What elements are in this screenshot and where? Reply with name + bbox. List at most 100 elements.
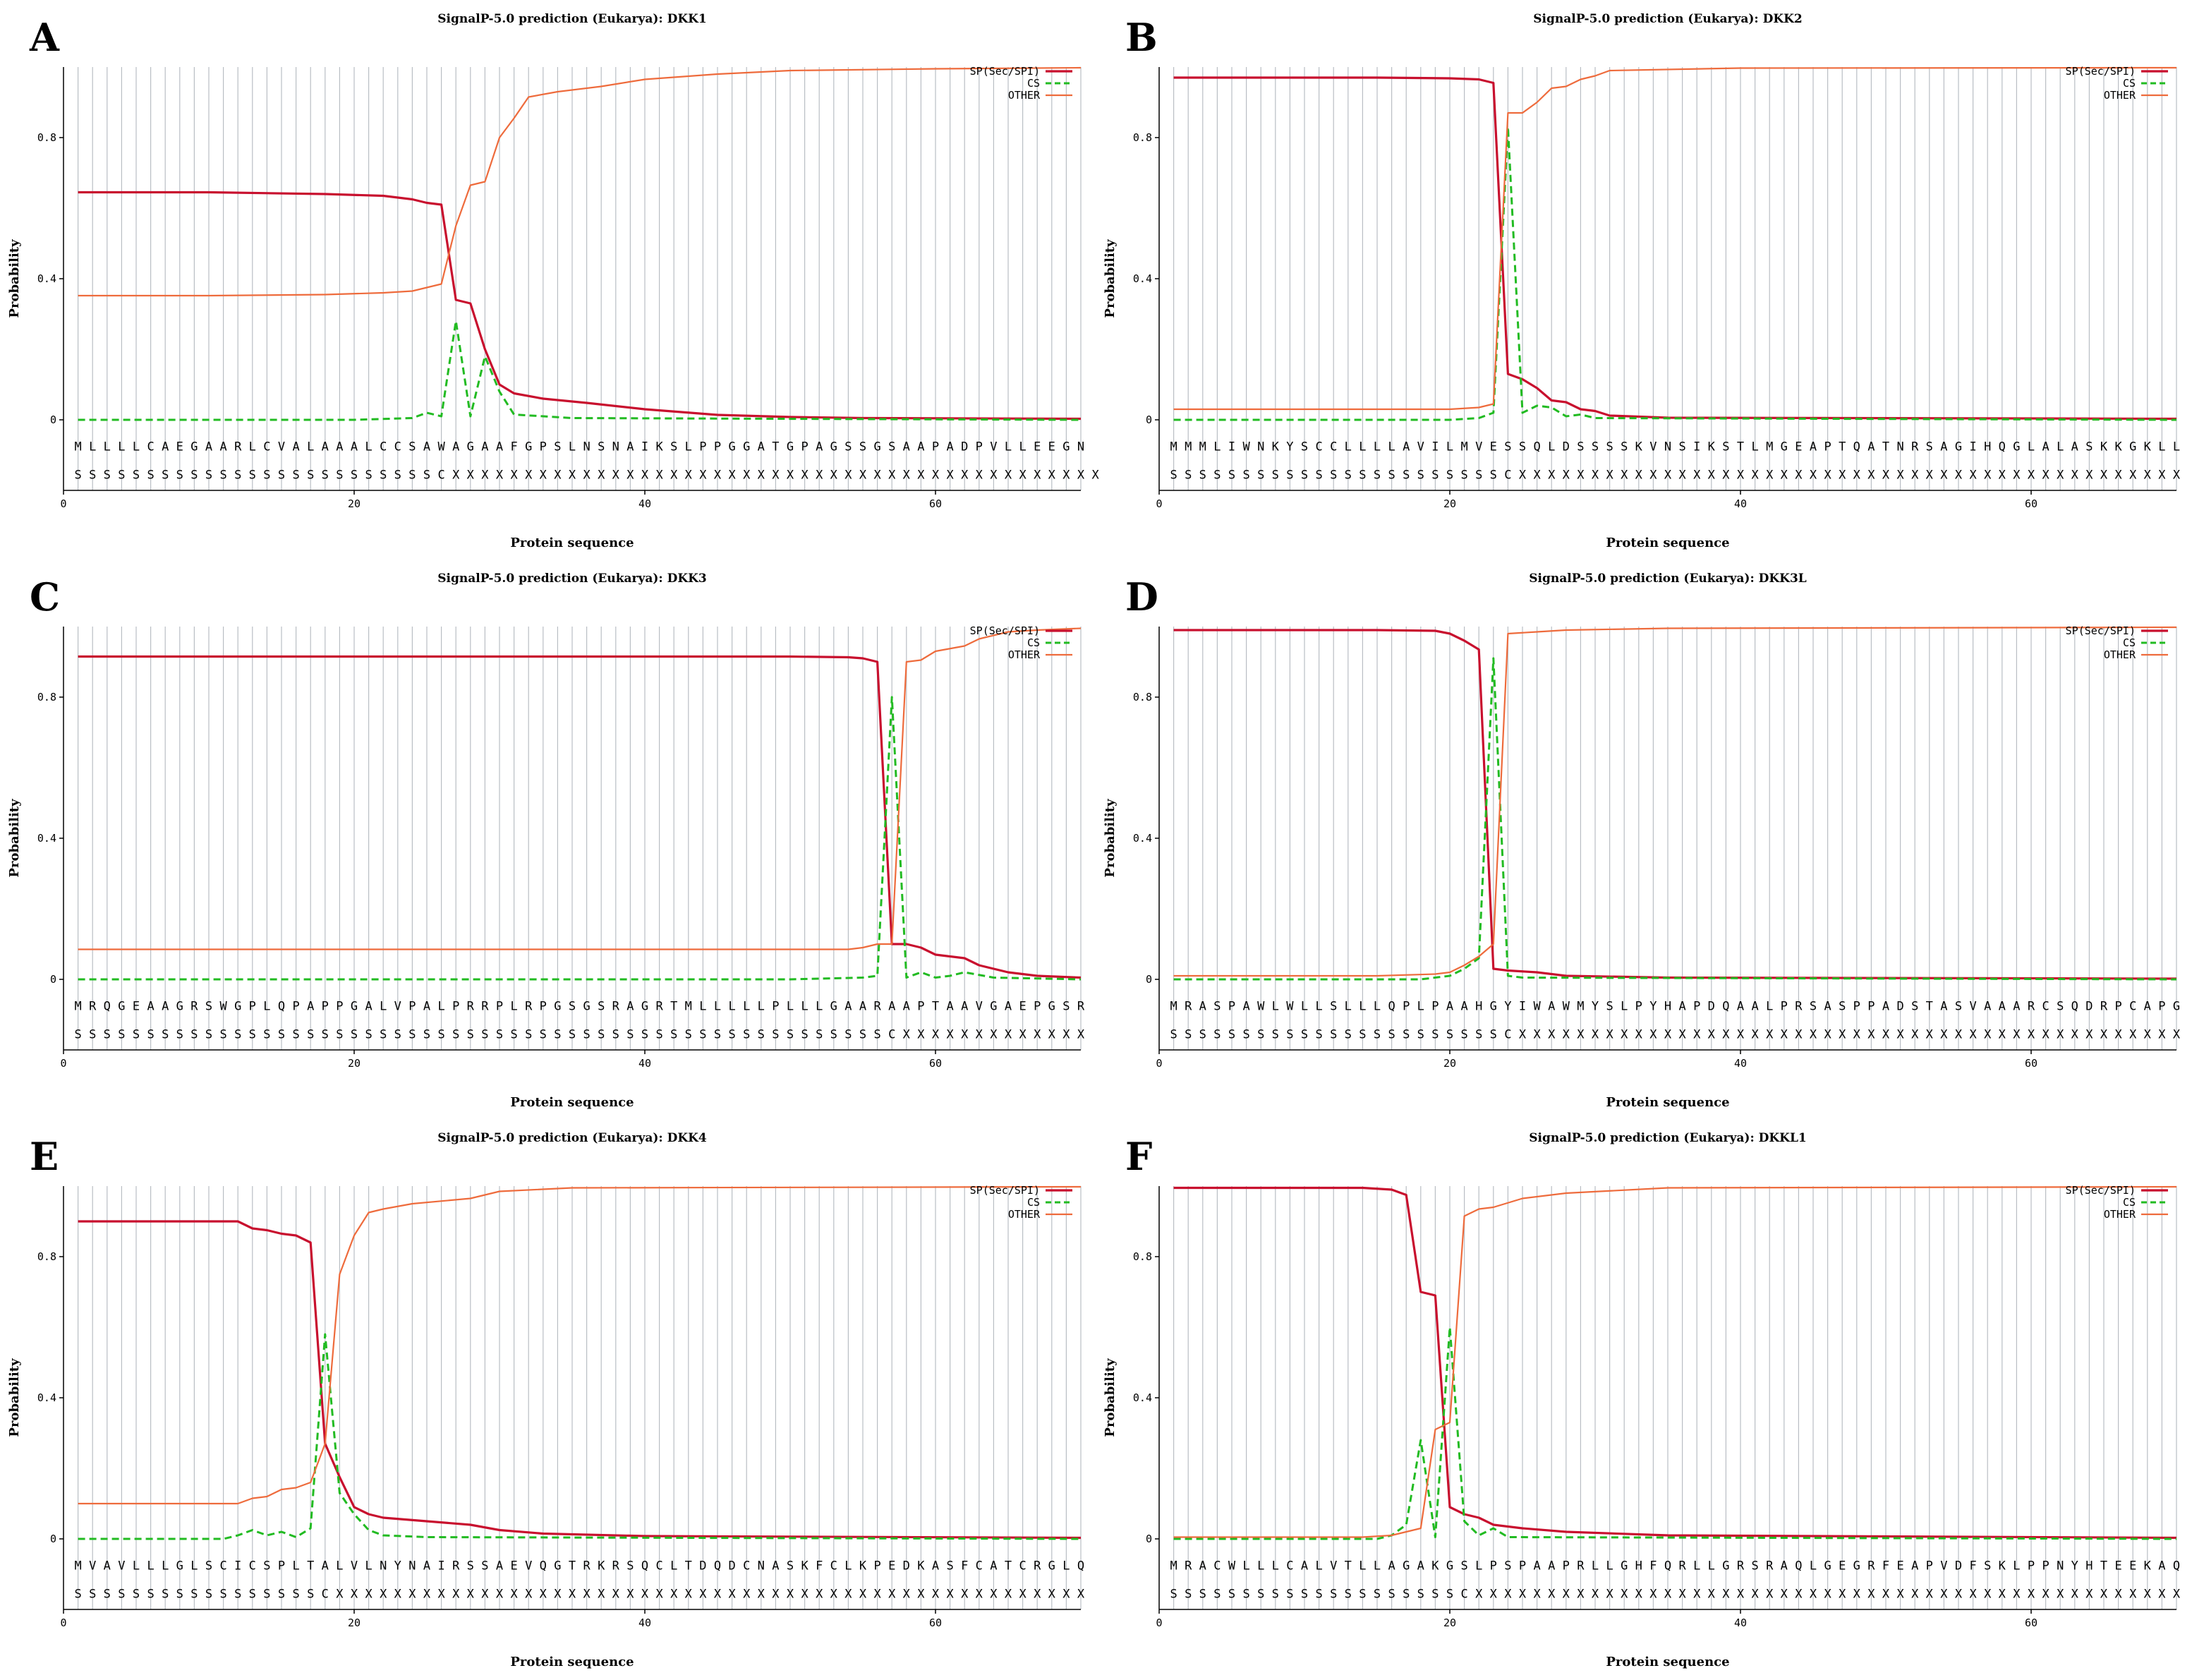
annotation-letter: X xyxy=(612,1588,620,1602)
residue-letter: M xyxy=(1577,1000,1584,1014)
annotation-letter: X xyxy=(1940,1588,1948,1602)
annotation-letter: S xyxy=(1345,469,1352,483)
residue-letter: R xyxy=(525,1000,533,1014)
residue-letter: G xyxy=(873,440,880,454)
annotation-letter: S xyxy=(1475,469,1482,483)
residue-letter: C xyxy=(1213,1559,1221,1573)
residue-letter: S xyxy=(1519,440,1526,454)
residue-letter: R xyxy=(1077,1000,1085,1014)
annotation-letter: X xyxy=(1882,1588,1890,1602)
panel-label: B xyxy=(1125,15,1158,60)
residue-letter: P xyxy=(801,440,808,454)
residue-letter: I xyxy=(1969,440,1976,454)
legend-label: OTHER xyxy=(1008,89,1041,102)
annotation-letter: S xyxy=(1388,469,1395,483)
y-axis-label: Probability xyxy=(1103,239,1118,318)
position-gridlines xyxy=(1173,67,2177,490)
residue-letter: K xyxy=(1708,440,1716,454)
annotation-letter: S xyxy=(1431,1588,1439,1602)
annotation-letter: X xyxy=(1810,1028,1817,1042)
y-tick-label: 0 xyxy=(1146,413,1152,426)
annotation-letter: X xyxy=(844,469,852,483)
residue-letter: S xyxy=(598,1000,605,1014)
residue-letter: T xyxy=(670,1000,677,1014)
annotation-letter: X xyxy=(2144,1588,2152,1602)
residue-letter: E xyxy=(1795,440,1802,454)
x-tick-label: 40 xyxy=(638,1616,651,1629)
residue-letter: A xyxy=(1446,1000,1453,1014)
annotation-letter: S xyxy=(365,1028,372,1042)
residue-letter: Q xyxy=(2071,1000,2078,1014)
residue-letter: S xyxy=(1751,1559,1758,1573)
residue-letter: T xyxy=(1737,440,1744,454)
residue-letter: E xyxy=(1490,440,1497,454)
residue-letter: L xyxy=(1417,1000,1424,1014)
residue-letter: M xyxy=(1766,440,1773,454)
annotation-letter: X xyxy=(1867,1588,1875,1602)
residue-letter: L xyxy=(1548,440,1555,454)
annotation-letter: X xyxy=(1664,1028,1672,1042)
annotation-letter: S xyxy=(249,1588,256,1602)
y-tick-label: 0.8 xyxy=(1133,1250,1152,1263)
annotation-letter: S xyxy=(626,1028,634,1042)
residue-letter: A xyxy=(322,1559,329,1573)
residue-letter: T xyxy=(1839,440,1846,454)
residue-letter: P xyxy=(1824,440,1831,454)
annotation-letter: S xyxy=(437,1028,444,1042)
residue-letter: S xyxy=(1606,1000,1613,1014)
annotation-letter: X xyxy=(2057,1588,2064,1602)
annotation-letter: S xyxy=(205,469,212,483)
annotation-letter: S xyxy=(1301,1588,1308,1602)
annotation-letter: X xyxy=(1882,469,1890,483)
residue-letter: K xyxy=(801,1559,809,1573)
annotation-letter: S xyxy=(307,1588,314,1602)
annotation-letter: X xyxy=(1766,1588,1774,1602)
residue-letter: A xyxy=(1199,1000,1206,1014)
annotation-letter: S xyxy=(205,1028,212,1042)
legend-label: SP(Sec/SPI) xyxy=(2066,65,2136,78)
residue-letter: L xyxy=(1810,1559,1817,1573)
annotation-letter: X xyxy=(598,1588,605,1602)
residue-letter: E xyxy=(133,1000,140,1014)
x-tick-label: 60 xyxy=(929,1057,942,1070)
series-line-sp-sec-spi xyxy=(1173,76,2177,421)
residue-letter: G xyxy=(1824,1559,1831,1573)
residue-letter: V xyxy=(118,1559,125,1573)
annotation-letter: S xyxy=(772,1028,779,1042)
legend-label: OTHER xyxy=(2104,89,2136,102)
annotation-letter: X xyxy=(1548,1028,1556,1042)
residue-letter: P xyxy=(249,1000,256,1014)
annotation-letter: X xyxy=(1592,1588,1599,1602)
annotation-letter: X xyxy=(801,469,809,483)
legend-label: SP(Sec/SPI) xyxy=(2066,1184,2136,1197)
residue-letter: S xyxy=(205,1000,212,1014)
annotation-letter: S xyxy=(1228,1028,1235,1042)
residue-letter: G xyxy=(2129,440,2136,454)
annotation-letter: S xyxy=(1272,469,1279,483)
series-line-cs xyxy=(1173,1326,2177,1540)
residue-letter: L xyxy=(292,1559,299,1573)
annotation-letter: X xyxy=(976,1028,983,1042)
annotation-letter: S xyxy=(104,1588,111,1602)
residue-letter: K xyxy=(2100,440,2108,454)
annotation-letter: X xyxy=(2071,1028,2079,1042)
x-tick-label: 20 xyxy=(1443,1616,1456,1629)
legend-label: OTHER xyxy=(1008,1208,1041,1221)
annotation-letter: S xyxy=(423,469,430,483)
residue-letter: P xyxy=(917,1000,924,1014)
annotation-letter: X xyxy=(540,1588,547,1602)
annotation-letter: X xyxy=(1722,1588,1730,1602)
residue-letter: A xyxy=(104,1559,111,1573)
annotation-letter: X xyxy=(1839,469,1846,483)
annotation-letter: S xyxy=(1374,1028,1381,1042)
annotation-letter: X xyxy=(816,469,823,483)
residue-letter: A xyxy=(626,1000,634,1014)
annotation-letter: S xyxy=(278,1588,285,1602)
annotation-letter: X xyxy=(1693,1588,1701,1602)
x-tick-label: 20 xyxy=(1443,497,1456,510)
legend-label: CS xyxy=(1027,1196,1040,1209)
residue-letter: V xyxy=(1475,440,1482,454)
annotation-letter: S xyxy=(1388,1588,1395,1602)
annotation-letter: S xyxy=(104,469,111,483)
annotation-letter: X xyxy=(1853,1588,1861,1602)
